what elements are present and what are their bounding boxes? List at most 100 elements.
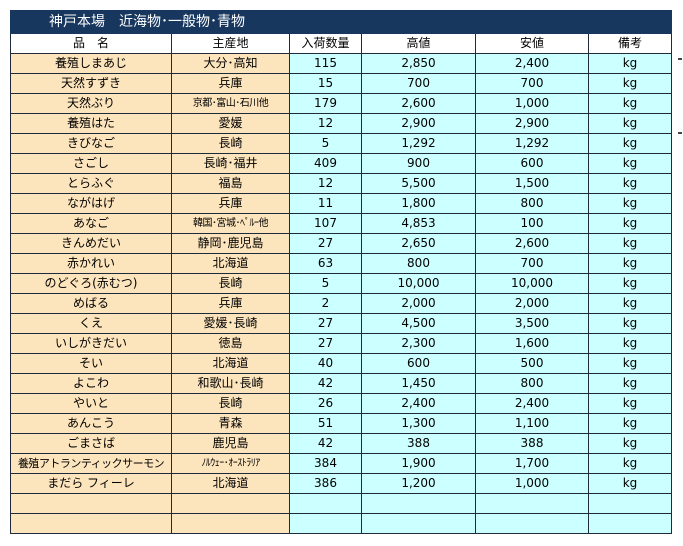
- cell-low: 10,000: [475, 273, 589, 294]
- cell-quantity: 42: [289, 433, 362, 454]
- header-origin: 主産地: [171, 33, 290, 54]
- empty-cell: [10, 493, 172, 514]
- cell-unit: kg: [588, 453, 672, 474]
- cell-high: 2,900: [361, 113, 476, 134]
- cell-origin: 北海道: [171, 353, 290, 374]
- cell-quantity: 384: [289, 453, 362, 474]
- cell-low: 3,500: [475, 313, 589, 334]
- cell-origin: 和歌山･長崎: [171, 373, 290, 394]
- cell-quantity: 40: [289, 353, 362, 374]
- cell-low: 2,400: [475, 393, 589, 414]
- cell-origin: 北海道: [171, 473, 290, 494]
- header-row: 品 名 主産地 入荷数量 高値 安値 備考: [10, 33, 672, 54]
- cell-unit: kg: [588, 153, 672, 174]
- cell-origin: 愛媛･長崎: [171, 313, 290, 334]
- table-row: 養殖アトランティックサーモン ﾉﾙｳｪｰ･ｵｰｽﾄﾗﾘｱ 384 1,900 1,700…: [10, 453, 672, 474]
- cell-unit: kg: [588, 473, 672, 494]
- cell-quantity: 27: [289, 233, 362, 254]
- cell-high: 2,400: [361, 393, 476, 414]
- cell-name: よこわ: [10, 373, 172, 394]
- cell-unit: kg: [588, 93, 672, 114]
- cell-quantity: 27: [289, 313, 362, 334]
- cell-name: のどぐろ(赤むつ): [10, 273, 172, 294]
- cell-quantity: 179: [289, 93, 362, 114]
- cell-unit: kg: [588, 293, 672, 314]
- table-row: いしがきだい 徳島 27 2,300 1,600 kg: [10, 333, 672, 354]
- cell-name: いしがきだい: [10, 333, 172, 354]
- table-row: ながはげ 兵庫 11 1,800 800 kg: [10, 193, 672, 214]
- cell-unit: kg: [588, 313, 672, 334]
- cell-origin: 大分･高知: [171, 53, 290, 74]
- cell-quantity: 5: [289, 273, 362, 294]
- cell-low: 700: [475, 73, 589, 94]
- empty-cell: [475, 513, 589, 534]
- cell-name: 天然すずき: [10, 73, 172, 94]
- cell-low: 2,400: [475, 53, 589, 74]
- cell-unit: kg: [588, 433, 672, 454]
- header-note: 備考: [588, 33, 672, 54]
- cell-low: 600: [475, 153, 589, 174]
- cell-quantity: 115: [289, 53, 362, 74]
- empty-cell: [361, 513, 476, 534]
- table-row: そい 北海道 40 600 500 kg: [10, 353, 672, 374]
- cell-quantity: 26: [289, 393, 362, 414]
- header-low: 安値: [475, 33, 589, 54]
- cell-quantity: 107: [289, 213, 362, 234]
- cell-unit: kg: [588, 73, 672, 94]
- cell-quantity: 12: [289, 173, 362, 194]
- empty-cell: [361, 493, 476, 514]
- table-row: ごまさば 鹿児島 42 388 388 kg: [10, 433, 672, 454]
- cell-name: めばる: [10, 293, 172, 314]
- empty-cell: [10, 513, 172, 534]
- cell-unit: kg: [588, 393, 672, 414]
- empty-cell: [588, 493, 672, 514]
- table-row: やいと 長崎 26 2,400 2,400 kg: [10, 393, 672, 414]
- cell-quantity: 386: [289, 473, 362, 494]
- cell-name: まだら フィーレ: [10, 473, 172, 494]
- cell-name: 養殖しまあじ: [10, 53, 172, 74]
- cell-origin: 長崎･福井: [171, 153, 290, 174]
- cell-high: 1,200: [361, 473, 476, 494]
- cell-high: 800: [361, 253, 476, 274]
- cell-origin: 兵庫: [171, 293, 290, 314]
- cell-origin: 愛媛: [171, 113, 290, 134]
- cell-name: くえ: [10, 313, 172, 334]
- cell-origin: 青森: [171, 413, 290, 434]
- table-row: 養殖しまあじ 大分･高知 115 2,850 2,400 kg: [10, 53, 672, 74]
- cell-low: 2,600: [475, 233, 589, 254]
- table-row: 天然ぶり 京都･富山･石川他 179 2,600 1,000 kg: [10, 93, 672, 114]
- cell-low: 2,000: [475, 293, 589, 314]
- cell-unit: kg: [588, 373, 672, 394]
- cell-quantity: 5: [289, 133, 362, 154]
- empty-cell: [289, 493, 362, 514]
- cell-quantity: 2: [289, 293, 362, 314]
- cell-quantity: 11: [289, 193, 362, 214]
- cell-high: 4,853: [361, 213, 476, 234]
- empty-cell: [289, 513, 362, 534]
- cell-unit: kg: [588, 413, 672, 434]
- cell-name: そい: [10, 353, 172, 374]
- empty-cell: [588, 513, 672, 534]
- cell-quantity: 42: [289, 373, 362, 394]
- cell-quantity: 51: [289, 413, 362, 434]
- cell-high: 4,500: [361, 313, 476, 334]
- edge-mark: [678, 132, 682, 134]
- header-quantity: 入荷数量: [289, 33, 362, 54]
- cell-low: 1,600: [475, 333, 589, 354]
- cell-low: 388: [475, 433, 589, 454]
- table-row: くえ 愛媛･長崎 27 4,500 3,500 kg: [10, 313, 672, 334]
- cell-high: 1,300: [361, 413, 476, 434]
- cell-quantity: 63: [289, 253, 362, 274]
- cell-high: 2,850: [361, 53, 476, 74]
- cell-unit: kg: [588, 353, 672, 374]
- cell-origin: 長崎: [171, 273, 290, 294]
- cell-high: 2,300: [361, 333, 476, 354]
- cell-origin: 福島: [171, 173, 290, 194]
- cell-name: とらふぐ: [10, 173, 172, 194]
- cell-quantity: 15: [289, 73, 362, 94]
- cell-unit: kg: [588, 213, 672, 234]
- cell-high: 700: [361, 73, 476, 94]
- empty-cell: [171, 493, 290, 514]
- cell-unit: kg: [588, 233, 672, 254]
- cell-high: 10,000: [361, 273, 476, 294]
